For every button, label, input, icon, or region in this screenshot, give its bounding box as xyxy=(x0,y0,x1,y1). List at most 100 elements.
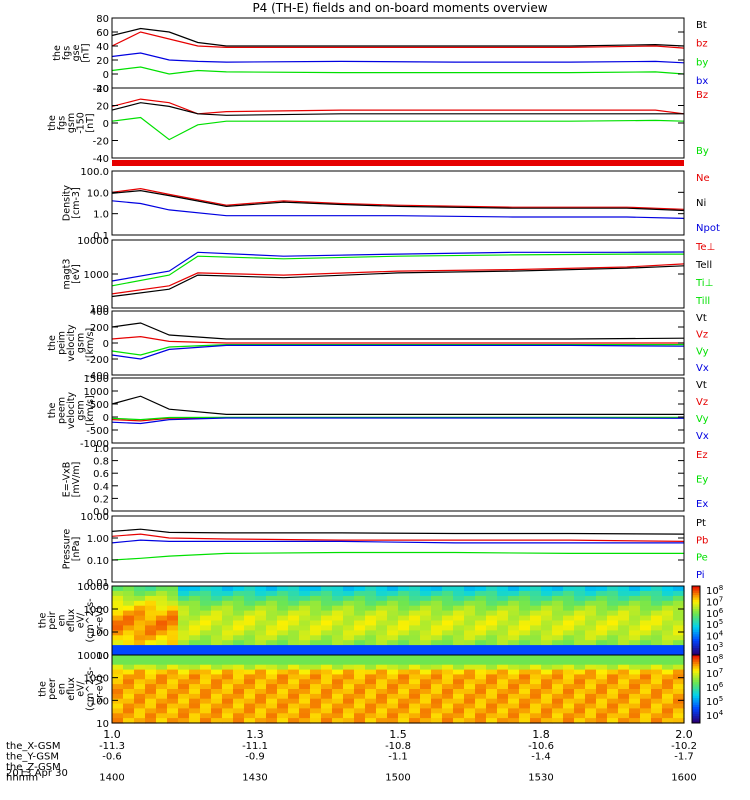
heatmap-cell xyxy=(189,713,201,719)
heatmap-cell xyxy=(321,620,333,626)
series-line-vy xyxy=(111,344,684,356)
heatmap-cell xyxy=(651,615,663,622)
series-line-bz xyxy=(111,31,685,49)
heatmap-cell xyxy=(398,635,410,641)
heatmap-cell xyxy=(618,718,630,724)
heatmap-cell xyxy=(299,586,311,592)
heatmap-cell xyxy=(464,684,476,690)
heatmap-cell xyxy=(651,703,663,710)
heatmap-cell xyxy=(596,684,608,690)
heatmap-cell xyxy=(233,713,245,719)
heatmap-cell xyxy=(563,620,575,626)
heatmap-cell xyxy=(464,698,476,705)
heatmap-cell xyxy=(508,689,520,695)
heatmap-cell xyxy=(343,635,355,641)
heatmap-cell xyxy=(618,655,630,661)
heatmap-cell xyxy=(541,590,553,597)
heatmap-cell xyxy=(233,615,245,622)
heatmap-cell xyxy=(673,669,685,676)
heatmap-cell xyxy=(607,590,619,597)
colorbar-segment xyxy=(692,627,700,631)
heatmap-cell xyxy=(442,718,454,724)
heatmap-cell xyxy=(673,595,685,602)
heatmap-cell xyxy=(585,650,597,656)
heatmap-cell xyxy=(574,689,586,695)
heatmap-cell xyxy=(552,650,564,656)
heatmap-cell xyxy=(475,669,487,676)
heatmap-cell xyxy=(134,605,146,612)
heatmap-cell xyxy=(321,689,333,695)
heatmap-cell xyxy=(596,615,608,622)
heatmap-cell xyxy=(167,718,179,724)
heatmap-cell xyxy=(420,689,432,695)
heatmap-cell xyxy=(640,595,652,602)
heatmap-cell xyxy=(145,600,157,607)
heatmap-cell xyxy=(123,605,135,612)
heatmap-cell xyxy=(123,664,135,671)
heatmap-cell xyxy=(552,610,564,617)
heatmap-cell xyxy=(211,590,223,597)
y-axis-label: the xyxy=(47,115,58,131)
heatmap-cell xyxy=(629,615,641,622)
colorbar-segment xyxy=(692,720,700,724)
heatmap-cell xyxy=(552,600,564,607)
heatmap-cell xyxy=(596,674,608,680)
heatmap-cell xyxy=(497,650,509,656)
y-tick-label: 1000 xyxy=(84,605,109,616)
heatmap-cell xyxy=(673,689,685,695)
heatmap-cell xyxy=(167,674,179,680)
colorbar-tick-exponent: 8 xyxy=(719,584,723,592)
heatmap-cell xyxy=(222,640,234,646)
heatmap-cell xyxy=(255,620,267,626)
heatmap-cell xyxy=(409,650,421,656)
heatmap-cell xyxy=(321,586,333,592)
heatmap-cell xyxy=(629,605,641,612)
heatmap-cell xyxy=(112,679,124,685)
y-axis-label: the xyxy=(38,613,49,629)
heatmap-cell xyxy=(145,693,157,700)
heatmap-cell xyxy=(464,586,476,592)
heatmap-cell xyxy=(585,586,597,592)
heatmap-cell xyxy=(178,718,190,724)
heatmap-cell xyxy=(376,635,388,641)
heatmap-cell xyxy=(167,684,179,690)
legend-entry: Ti⊥ xyxy=(695,278,713,289)
heatmap-cell xyxy=(354,620,366,626)
heatmap-cell xyxy=(288,693,300,700)
heatmap-cell xyxy=(233,595,245,602)
heatmap-cell xyxy=(123,595,135,602)
heatmap-cell xyxy=(299,640,311,646)
heatmap-cell xyxy=(112,600,124,607)
heatmap-cell xyxy=(453,640,465,646)
heatmap-cell xyxy=(486,635,498,641)
heatmap-cell xyxy=(112,625,124,631)
heatmap-cell xyxy=(552,703,564,710)
heatmap-cell xyxy=(651,655,663,661)
heatmap-cell xyxy=(640,645,652,651)
legend-entry: Vz xyxy=(696,330,708,341)
legend-entry: by xyxy=(696,57,708,68)
heatmap-cell xyxy=(376,689,388,695)
series-line-by xyxy=(111,66,685,75)
heatmap-cell xyxy=(156,645,168,651)
heatmap-cell xyxy=(387,689,399,695)
heatmap-cell xyxy=(442,664,454,671)
heatmap-cell xyxy=(618,659,630,666)
colorbar-segment xyxy=(692,659,700,663)
heatmap-cell xyxy=(640,655,652,661)
heatmap-cell xyxy=(354,650,366,656)
heatmap-cell xyxy=(244,620,256,626)
heatmap-cell xyxy=(552,625,564,631)
colorbar-segment xyxy=(692,686,700,690)
heatmap-cell xyxy=(189,645,201,651)
heatmap-cell xyxy=(222,679,234,685)
heatmap-cell xyxy=(662,610,674,617)
heatmap-cell xyxy=(255,674,267,680)
heatmap-cell xyxy=(387,615,399,622)
legend-entry: Te⊥ xyxy=(695,242,715,253)
heatmap-cell xyxy=(310,615,322,622)
heatmap-cell xyxy=(299,635,311,641)
heatmap-cell xyxy=(277,615,289,622)
heatmap-cell xyxy=(508,713,520,719)
series-line-ti⊥ xyxy=(111,253,684,287)
